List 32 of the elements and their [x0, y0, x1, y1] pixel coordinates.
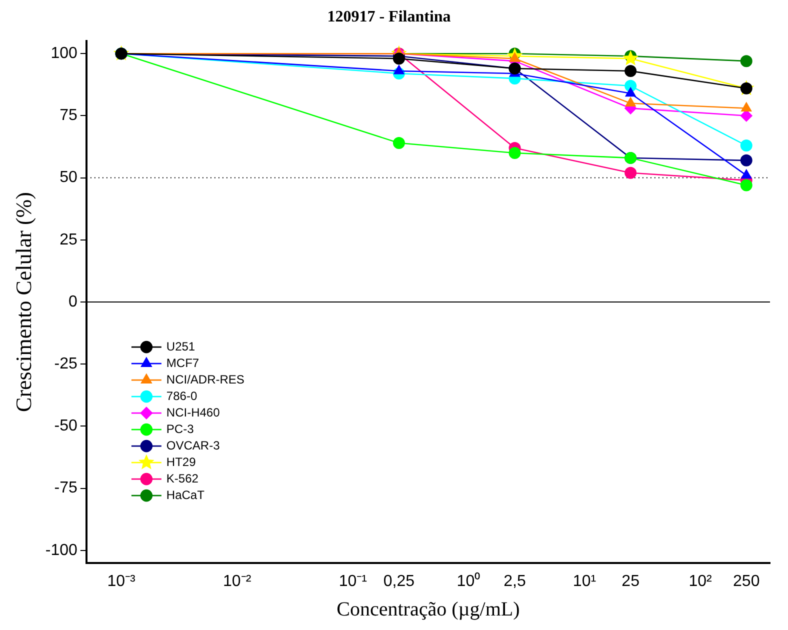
legend-label: U251	[166, 339, 196, 354]
chart-title: 120917 - Filantina	[327, 8, 451, 26]
legend-label: OVCAR-3	[166, 438, 220, 452]
x-tick-label: 0,25	[383, 572, 415, 590]
y-tick-label: 0	[68, 293, 78, 310]
x-tick-label: 10⁻¹	[338, 572, 367, 590]
legend-label: NCI-H460	[166, 405, 220, 420]
y-tick-label: -75	[54, 480, 78, 497]
legend-label: HaCaT	[166, 488, 206, 502]
y-tick-label: -50	[54, 418, 78, 435]
x-tick-label: 10²	[688, 572, 713, 590]
x-tick-label: 10⁰	[456, 572, 481, 590]
y-tick-label: -25	[54, 356, 78, 372]
y-tick-label: 75	[60, 107, 78, 124]
y-tick-label: 100	[50, 45, 78, 62]
x-tick-label: 10¹	[572, 572, 596, 590]
x-tick-label: 2,5	[504, 572, 526, 590]
legend-label: MCF7	[166, 356, 200, 370]
x-tick-label: 250	[733, 572, 760, 590]
legend-label: PC-3	[166, 422, 194, 436]
legend-label: 786-0	[166, 388, 198, 403]
x-tick-label: 10⁻³	[107, 572, 136, 590]
y-axis-title: Crescimento Celular (%)	[10, 192, 36, 412]
y-tick-label: 25	[60, 231, 78, 248]
legend-label: NCI/ADR-RES	[166, 372, 244, 386]
y-tick-label: 50	[60, 169, 78, 186]
legend-label: K-562	[166, 471, 199, 486]
legend-label: HT29	[166, 454, 196, 469]
x-tick-label: 25	[622, 572, 640, 590]
x-axis-title: Concentração (µg/mL)	[336, 598, 520, 620]
y-tick-label: -100	[45, 542, 78, 559]
x-tick-label: 10⁻²	[223, 572, 252, 590]
